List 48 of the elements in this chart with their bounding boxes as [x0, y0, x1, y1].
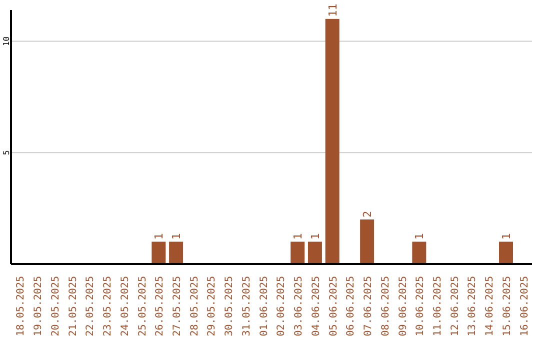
bar	[308, 242, 322, 264]
data-label: 2	[361, 210, 374, 218]
y-tick-label: 5	[2, 150, 11, 156]
y-tick-label: 10	[2, 36, 11, 46]
x-tick-label: 07.06.2025	[363, 276, 374, 336]
data-label: 1	[308, 233, 322, 240]
bar	[169, 242, 184, 264]
x-tick-label: 09.06.2025	[398, 276, 409, 336]
bar	[499, 242, 514, 264]
x-tick-label: 20.05.2025	[50, 276, 62, 336]
bar	[412, 242, 426, 264]
x-tick-label: 05.06.2025	[328, 276, 340, 336]
data-label: 1	[413, 233, 426, 240]
x-tick-label: 08.06.2025	[380, 276, 392, 336]
bar	[152, 242, 166, 264]
bar	[290, 242, 305, 264]
x-tick-label: 10.06.2025	[415, 276, 426, 336]
x-tick-label: 22.05.2025	[85, 276, 96, 336]
x-tick-label: 31.05.2025	[241, 276, 252, 336]
x-tick-label: 18.05.2025	[16, 276, 27, 336]
data-label: 1	[292, 233, 305, 240]
x-tick-label: 25.05.2025	[137, 276, 148, 336]
x-tick-label: 04.06.2025	[310, 276, 322, 336]
x-tick-label: 13.06.2025	[467, 276, 478, 336]
data-label: 1	[152, 233, 166, 240]
data-label: 1	[500, 233, 514, 240]
x-tick-label: 19.05.2025	[33, 276, 44, 336]
x-tick-label: 03.06.2025	[294, 276, 305, 336]
x-tick-label: 15.06.2025	[502, 276, 513, 336]
x-tick-label: 02.06.2025	[276, 276, 288, 336]
x-tick-label: 23.05.2025	[102, 276, 114, 336]
x-tick-label: 16.06.2025	[519, 276, 530, 336]
x-tick-label: 01.06.2025	[258, 276, 270, 336]
data-label: 11	[326, 4, 340, 17]
x-tick-label: 27.05.2025	[172, 276, 183, 336]
x-tick-label: 30.05.2025	[224, 276, 236, 336]
x-tick-label: 06.06.2025	[346, 276, 357, 336]
x-tick-label: 24.05.2025	[120, 276, 131, 336]
x-tick-label: 21.05.2025	[68, 276, 79, 336]
x-tick-label: 12.06.2025	[450, 276, 461, 336]
bar	[325, 18, 340, 264]
x-tick-label: 29.05.2025	[206, 276, 218, 336]
x-tick-label: 11.06.2025	[432, 276, 444, 336]
x-tick-label: 28.05.2025	[189, 276, 200, 336]
x-tick-label: 14.06.2025	[484, 276, 496, 336]
bar	[360, 219, 374, 264]
x-tick-label: 26.05.2025	[154, 276, 166, 336]
data-label: 1	[170, 233, 184, 240]
